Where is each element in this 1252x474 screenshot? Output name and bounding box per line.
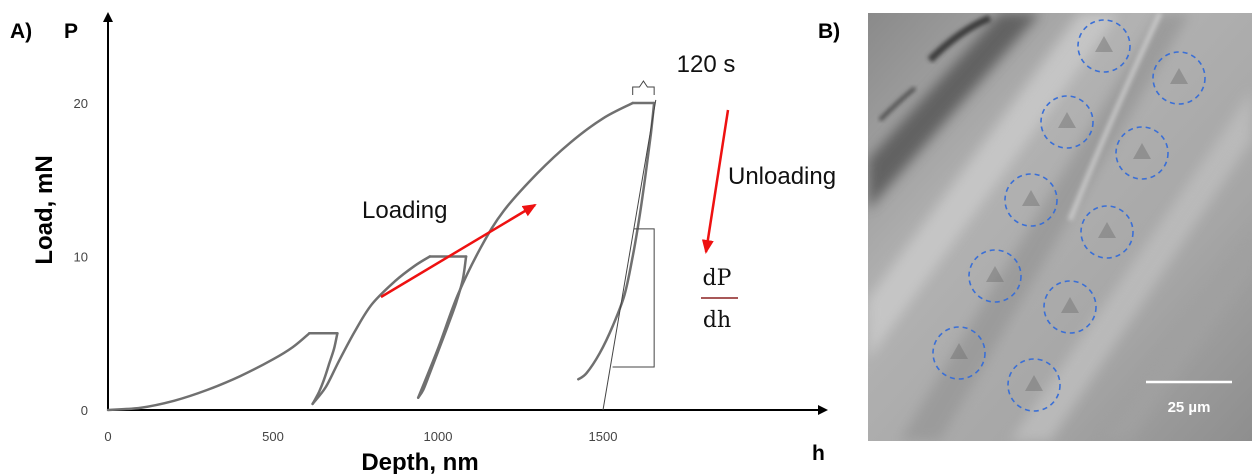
indent-marker xyxy=(968,249,1022,303)
hold-time-label: 120 s xyxy=(677,51,736,78)
cycle-2-loading-curve xyxy=(311,255,432,406)
indent-imprint xyxy=(1022,190,1040,206)
unloading-arrow xyxy=(701,109,730,254)
indent-marker xyxy=(1007,358,1061,412)
indent-imprint xyxy=(1061,297,1079,313)
y-axis-label: Load, mN xyxy=(31,155,58,264)
load-depth-chart: A) P h 0 500 1000 1500 0 10 20 Depth, nm Load… xyxy=(10,12,836,474)
indent-imprint xyxy=(1095,36,1113,52)
x-tick-label: 1000 xyxy=(424,429,453,444)
indent-marker xyxy=(1080,205,1134,259)
unloading-label: Unloading xyxy=(728,163,836,190)
slope-triangle xyxy=(612,228,655,368)
y-tick-label: 0 xyxy=(81,403,88,418)
cycle-3-loading-curve xyxy=(416,101,634,399)
cycle-1-unloading-curve xyxy=(311,332,339,406)
indent-marker xyxy=(1115,126,1169,180)
y-axis-symbol: P xyxy=(64,20,78,43)
cycle-1-loading-curve xyxy=(106,332,311,412)
y-tick-labels: 0 10 20 xyxy=(74,96,88,418)
indent-imprint xyxy=(986,266,1004,282)
scale-bar-label: 25 µm xyxy=(1168,399,1211,416)
indent-imprint xyxy=(950,343,968,359)
slope-denominator: dh xyxy=(703,308,731,333)
indent-imprint xyxy=(1133,143,1151,159)
indent-markers xyxy=(932,19,1206,412)
panel-a-label: A) xyxy=(10,20,32,43)
indent-imprint xyxy=(1098,222,1116,238)
load-cycles xyxy=(106,101,656,412)
stiffness-tangent-line xyxy=(602,99,657,411)
x-axis-label: Depth, nm xyxy=(361,449,478,474)
indent-imprint xyxy=(1025,375,1043,391)
indent-imprint xyxy=(1170,68,1188,84)
x-tick-label: 0 xyxy=(104,429,111,444)
x-tick-label: 1500 xyxy=(589,429,618,444)
indent-marker xyxy=(1004,173,1058,227)
y-tick-label: 20 xyxy=(74,96,88,111)
y-tick-label: 10 xyxy=(74,250,88,265)
indent-imprint xyxy=(1058,112,1076,128)
slope-numerator: dP xyxy=(703,266,732,291)
loading-arrow xyxy=(380,203,537,299)
hold-time-bracket xyxy=(632,80,655,95)
indent-marker xyxy=(1152,51,1206,105)
indent-marker xyxy=(1040,95,1094,149)
x-axis-symbol: h xyxy=(812,442,825,465)
indent-marker xyxy=(1043,280,1097,334)
micrograph-image: 25 µm xyxy=(868,13,1252,441)
indent-marker xyxy=(1077,19,1131,73)
panel-b-label: B) xyxy=(818,20,840,43)
cycle-2-unloading-curve xyxy=(416,255,468,399)
indent-marker xyxy=(932,326,986,380)
loading-label: Loading xyxy=(362,197,447,224)
micrograph-panel: B) 25 µm xyxy=(818,13,1252,441)
x-tick-labels: 0 500 1000 1500 xyxy=(104,429,617,444)
cycle-3-unloading-curve xyxy=(577,101,656,381)
x-tick-label: 500 xyxy=(262,429,284,444)
